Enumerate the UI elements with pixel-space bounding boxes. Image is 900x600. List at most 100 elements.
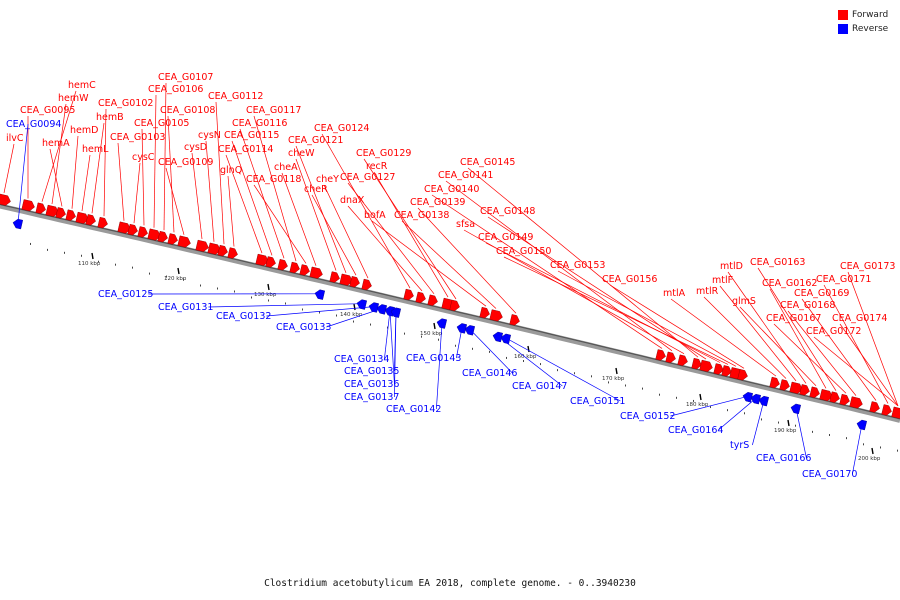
forward-gene bbox=[479, 306, 490, 319]
label-cea-g0135: CEA_G0135 bbox=[344, 366, 399, 377]
forward-gene bbox=[655, 349, 666, 361]
forward-leader bbox=[295, 158, 337, 271]
label-hemw: hemW bbox=[58, 93, 89, 104]
tick-label: 140 kbp bbox=[340, 312, 363, 318]
forward-swatch bbox=[838, 10, 848, 20]
label-cea-g0163: CEA_G0163 bbox=[750, 257, 805, 268]
forward-gene bbox=[21, 199, 35, 212]
label-cea-g0095: CEA_G0095 bbox=[20, 105, 75, 116]
minor-tick bbox=[404, 332, 405, 335]
label-mtlr: mtlR bbox=[696, 286, 719, 297]
forward-leader bbox=[153, 94, 157, 228]
forward-gene bbox=[255, 253, 269, 266]
forward-gene bbox=[85, 214, 96, 226]
label-cea-g0140: CEA_G0140 bbox=[424, 184, 479, 195]
forward-leader bbox=[347, 205, 423, 292]
label-glnq: glnQ bbox=[220, 165, 242, 176]
label-cea-g0171: CEA_G0171 bbox=[816, 274, 871, 285]
reverse-leader bbox=[384, 310, 391, 360]
reverse-leader bbox=[497, 335, 563, 387]
reverse-leader bbox=[389, 310, 395, 385]
forward-gene bbox=[217, 244, 228, 257]
label-mtld: mtlD bbox=[720, 261, 743, 272]
label-chea: cheA bbox=[274, 162, 298, 173]
minor-tick bbox=[438, 338, 439, 341]
label-cea-g0147: CEA_G0147 bbox=[512, 381, 567, 392]
forward-gene bbox=[779, 379, 790, 391]
label-ilvc: ilvC bbox=[6, 133, 24, 144]
reverse-gene bbox=[368, 302, 379, 313]
forward-leader bbox=[81, 154, 91, 212]
forward-gene bbox=[721, 365, 732, 377]
forward-gene bbox=[509, 314, 520, 326]
minor-tick bbox=[540, 363, 541, 366]
label-cea-g0094: CEA_G0094 bbox=[6, 119, 61, 130]
forward-leader bbox=[165, 167, 185, 235]
reverse-swatch bbox=[838, 24, 848, 34]
label-cea-g0114: CEA_G0114 bbox=[218, 144, 273, 155]
label-cea-g0151: CEA_G0151 bbox=[570, 396, 625, 407]
legend-item-forward: Forward bbox=[838, 8, 888, 22]
label-leaders bbox=[3, 82, 899, 475]
reverse-leader bbox=[505, 337, 621, 402]
forward-gene bbox=[449, 299, 460, 312]
minor-tick bbox=[659, 393, 660, 396]
minor-tick bbox=[234, 290, 235, 293]
minor-tick bbox=[251, 296, 252, 299]
forward-gene bbox=[737, 369, 748, 381]
minor-tick bbox=[506, 356, 507, 359]
forward-gene bbox=[339, 273, 353, 286]
minor-tick bbox=[200, 284, 201, 287]
forward-gene bbox=[299, 264, 310, 276]
forward-leader bbox=[117, 142, 125, 221]
label-cea-g0102: CEA_G0102 bbox=[98, 98, 153, 109]
tick-mark bbox=[615, 367, 618, 375]
forward-leader bbox=[311, 194, 357, 276]
label-cea-g0121: CEA_G0121 bbox=[288, 135, 343, 146]
label-cea-g0138: CEA_G0138 bbox=[394, 210, 449, 221]
forward-leader bbox=[49, 148, 63, 207]
minor-tick bbox=[574, 372, 575, 375]
label-cea-g0112: CEA_G0112 bbox=[208, 91, 263, 102]
backbone-edge bbox=[0, 203, 900, 420]
tick-mark bbox=[527, 345, 530, 353]
reverse-leader bbox=[326, 308, 383, 328]
forward-leader bbox=[231, 140, 273, 256]
forward-gene bbox=[177, 235, 191, 248]
label-tyrs: tyrS bbox=[730, 440, 749, 451]
forward-gene bbox=[361, 278, 372, 291]
forward-leader bbox=[769, 288, 827, 389]
forward-leader bbox=[787, 310, 857, 396]
minor-tick bbox=[744, 412, 745, 415]
forward-leader bbox=[215, 101, 225, 245]
label-cea-g0143: CEA_G0143 bbox=[406, 353, 461, 364]
label-cysd: cysD bbox=[184, 142, 207, 153]
reverse-leader bbox=[394, 311, 397, 398]
minor-tick bbox=[863, 443, 864, 446]
forward-gene bbox=[691, 357, 702, 370]
minor-tick bbox=[285, 302, 286, 305]
label-hemd: hemD bbox=[70, 125, 98, 136]
forward-leader bbox=[103, 108, 107, 217]
tick-label: 130 kbp bbox=[254, 292, 277, 298]
label-cea-g0141: CEA_G0141 bbox=[438, 170, 493, 181]
label-cysn: cysN bbox=[198, 130, 221, 141]
forward-gene bbox=[0, 193, 11, 206]
forward-gene bbox=[809, 386, 820, 398]
minor-tick bbox=[489, 350, 490, 353]
reverse-leader bbox=[469, 329, 513, 374]
forward-gene bbox=[839, 393, 850, 406]
minor-tick bbox=[217, 287, 218, 290]
forward-gene bbox=[819, 389, 833, 402]
forward-leader bbox=[363, 158, 457, 300]
forward-gene bbox=[117, 221, 131, 234]
forward-gene bbox=[891, 406, 900, 419]
forward-gene bbox=[403, 288, 414, 301]
minor-tick bbox=[693, 399, 694, 402]
forward-leader bbox=[371, 220, 487, 307]
minor-tick bbox=[523, 360, 524, 363]
reverse-gene bbox=[12, 218, 24, 230]
tick-mark bbox=[787, 419, 790, 427]
